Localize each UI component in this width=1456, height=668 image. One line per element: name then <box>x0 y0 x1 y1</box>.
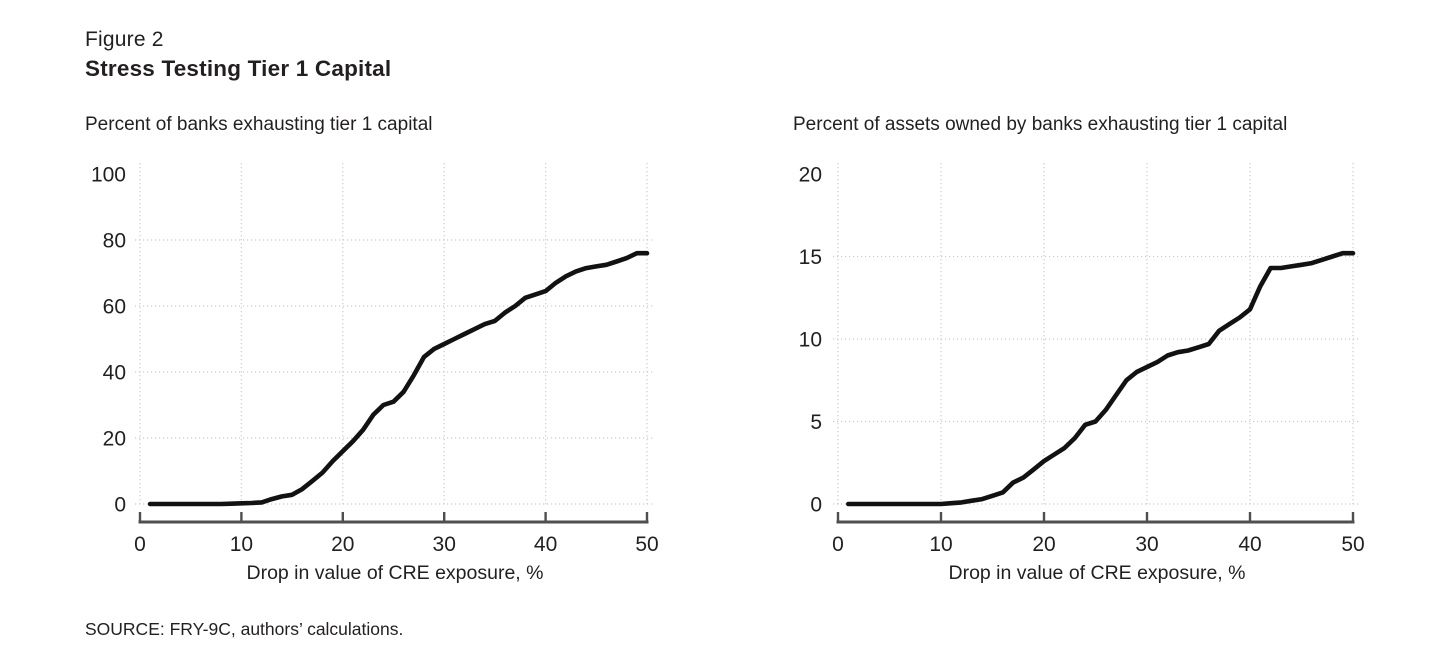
x-tick-label: 30 <box>433 533 456 556</box>
right-x-axis-label: Drop in value of CRE exposure, % <box>948 562 1246 584</box>
right-chart-subtitle: Percent of assets owned by banks exhaust… <box>793 114 1288 135</box>
x-tick-label: 40 <box>1238 533 1261 556</box>
left-x-axis-label: Drop in value of CRE exposure, % <box>246 562 544 584</box>
y-tick-label: 15 <box>799 246 822 269</box>
data-line <box>845 250 1356 507</box>
y-tick-label: 5 <box>810 411 822 434</box>
x-tick-label: 20 <box>1032 533 1055 556</box>
y-tick-label: 60 <box>103 296 126 319</box>
figure-label: Figure 2 <box>85 28 164 51</box>
x-tick-label: 10 <box>230 533 253 556</box>
x-tick-label: 30 <box>1135 533 1158 556</box>
left-chart-subtitle: Percent of banks exhausting tier 1 capit… <box>85 114 433 135</box>
x-tick-label: 40 <box>534 533 557 556</box>
y-tick-label: 0 <box>114 494 126 517</box>
source-note: SOURCE: FRY-9C, authors’ calculations. <box>85 619 404 639</box>
figure-title: Stress Testing Tier 1 Capital <box>85 56 392 81</box>
left-chart: 0 10 20 30 40 50 0 20 40 60 80 100 <box>91 163 659 556</box>
y-tick-label: 100 <box>91 164 126 187</box>
x-tick-label: 50 <box>635 533 658 556</box>
y-tick-label: 20 <box>799 164 822 187</box>
x-tick-label: 20 <box>331 533 354 556</box>
x-tick-label: 10 <box>929 533 952 556</box>
y-tick-label: 10 <box>799 329 822 352</box>
y-tick-label: 80 <box>103 230 126 253</box>
y-tick-label: 20 <box>103 428 126 451</box>
x-tick-label: 0 <box>832 533 844 556</box>
y-tick-label: 0 <box>810 494 822 517</box>
right-chart: 0 10 20 30 40 50 0 5 10 15 20 <box>799 163 1365 556</box>
x-tick-label: 50 <box>1341 533 1364 556</box>
data-line <box>147 250 650 507</box>
x-tick-label: 0 <box>134 533 146 556</box>
y-tick-label: 40 <box>103 362 126 385</box>
